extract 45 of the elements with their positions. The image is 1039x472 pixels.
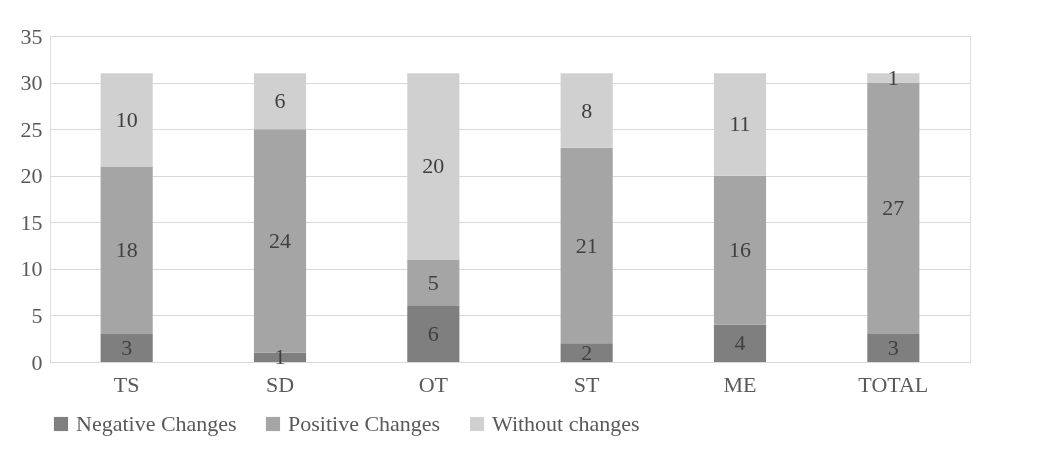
data-label: 18 (115, 237, 138, 263)
x-tick-label: ST (573, 371, 601, 397)
bar (560, 343, 613, 362)
data-label: 6 (274, 88, 286, 114)
data-label: 2 (581, 339, 593, 365)
legend-label: Negative Changes (76, 411, 237, 436)
bar (100, 166, 153, 335)
y-tick-label: 30 (20, 70, 43, 96)
y-tick-label: 25 (20, 116, 43, 142)
data-label: 5 (427, 269, 439, 295)
bar (100, 334, 153, 362)
bar (713, 175, 767, 325)
data-label: 20 (422, 153, 445, 179)
bar (253, 352, 307, 362)
legend-label: Positive Changes (288, 411, 441, 436)
data-label: 16 (729, 237, 751, 263)
bar (867, 334, 920, 362)
data-label: 6 (427, 321, 439, 347)
y-tick-label: 5 (31, 302, 43, 328)
x-tick-label: OT (418, 371, 449, 397)
x-tick-label: TS (113, 371, 140, 397)
x-tick-label: SD (265, 371, 295, 397)
bar (407, 306, 460, 362)
bar (407, 259, 460, 307)
y-tick-label: 0 (31, 349, 43, 375)
data-label: 3 (887, 335, 899, 361)
legend-label: Without changes (492, 411, 640, 436)
bar (713, 324, 767, 362)
data-label: 27 (882, 195, 905, 221)
data-label: 21 (575, 232, 598, 258)
data-label: 11 (729, 111, 751, 137)
data-label: 24 (269, 227, 291, 253)
x-tick-label: ME (723, 371, 757, 397)
y-tick-label: 35 (20, 23, 43, 49)
bar (560, 147, 613, 344)
data-label: 3 (121, 335, 133, 361)
x-tick-label: TOTAL (858, 371, 929, 397)
bar (867, 73, 920, 83)
data-label: 10 (115, 106, 138, 132)
y-tick-label: 10 (20, 256, 43, 282)
y-tick-label: 15 (20, 209, 43, 235)
y-tick-label: 20 (20, 163, 43, 189)
data-label: 1 (887, 64, 899, 90)
data-label: 4 (734, 330, 746, 356)
data-label: 8 (581, 97, 593, 123)
